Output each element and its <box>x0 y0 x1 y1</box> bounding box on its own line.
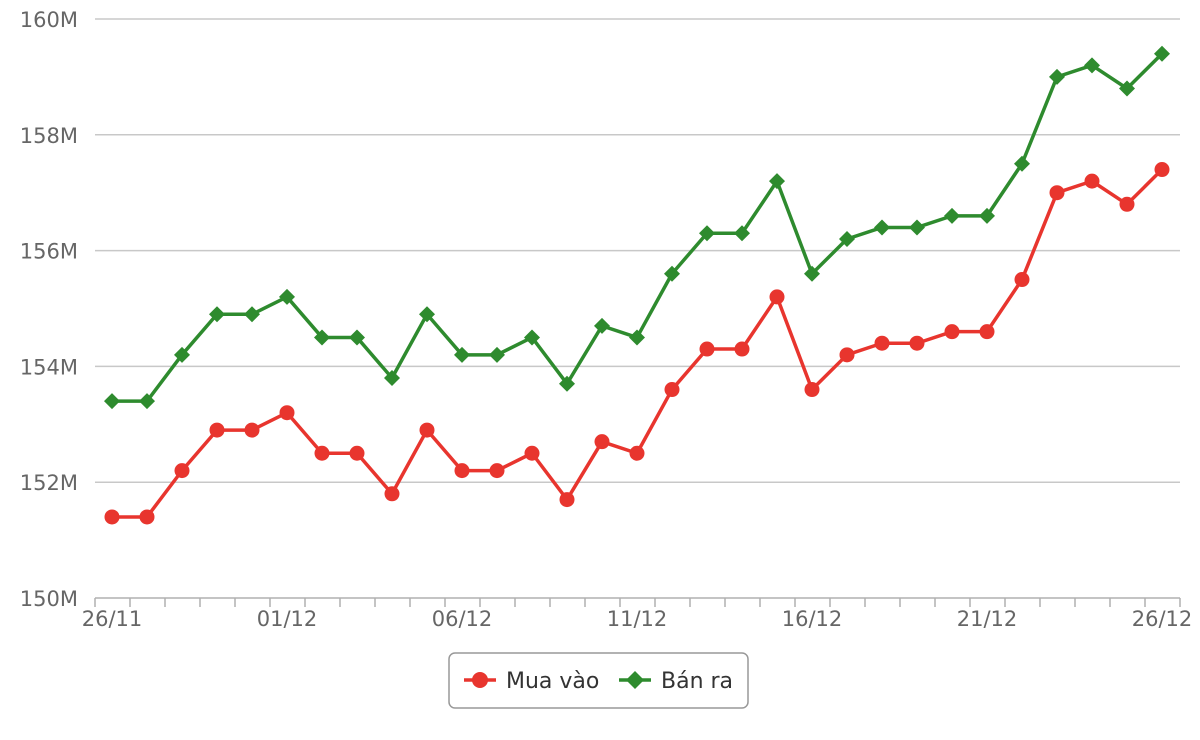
data-point[interactable] <box>664 265 680 282</box>
y-tick-label: 154M <box>20 355 78 379</box>
x-tick-label: 06/12 <box>432 607 493 631</box>
data-point[interactable] <box>174 463 190 479</box>
data-point[interactable] <box>629 329 645 346</box>
data-point[interactable] <box>1154 45 1170 62</box>
data-point[interactable] <box>489 463 505 479</box>
data-point[interactable] <box>454 463 470 479</box>
data-point[interactable] <box>104 509 120 525</box>
y-axis: 150M 152M 154M 156M 158M 160M <box>20 8 78 611</box>
data-point[interactable] <box>699 341 715 357</box>
data-point[interactable] <box>419 422 435 438</box>
data-point[interactable] <box>839 347 855 363</box>
data-point[interactable] <box>1084 173 1100 189</box>
series-line <box>112 52 1164 403</box>
data-point[interactable] <box>279 405 295 421</box>
x-axis: 26/11 01/12 06/12 11/12 16/12 21/12 26/12 <box>82 597 1193 631</box>
data-point[interactable] <box>349 329 365 346</box>
y-tick-label: 156M <box>20 240 78 264</box>
data-point[interactable] <box>489 346 505 363</box>
x-tick-label: 01/12 <box>257 607 318 631</box>
data-point[interactable] <box>1119 80 1135 97</box>
data-point[interactable] <box>384 486 400 502</box>
data-point[interactable] <box>874 335 890 351</box>
data-point[interactable] <box>804 382 820 398</box>
legend-item-mua-vao[interactable]: Mua vào <box>464 669 599 694</box>
data-point[interactable] <box>769 173 785 190</box>
legend[interactable]: Mua vào Bán ra <box>448 652 749 709</box>
x-tick-label: 11/12 <box>607 607 668 631</box>
data-point[interactable] <box>314 329 330 346</box>
legend-label: Bán ra <box>661 669 733 694</box>
data-point[interactable] <box>734 225 750 242</box>
data-point[interactable] <box>139 509 155 525</box>
data-point[interactable] <box>1119 196 1135 212</box>
data-point[interactable] <box>769 289 785 305</box>
data-point[interactable] <box>699 225 715 242</box>
series-mua-vao <box>104 162 1170 525</box>
x-tick-label: 21/12 <box>957 607 1018 631</box>
data-point[interactable] <box>279 288 295 305</box>
data-point[interactable] <box>1014 155 1030 172</box>
data-point[interactable] <box>174 346 190 363</box>
data-point[interactable] <box>524 329 540 346</box>
legend-item-ban-ra[interactable]: Bán ra <box>619 669 733 694</box>
y-tick-label: 150M <box>20 587 78 611</box>
data-point[interactable] <box>629 445 645 461</box>
x-tick-label: 16/12 <box>782 607 843 631</box>
data-point[interactable] <box>314 445 330 461</box>
y-tick-label: 158M <box>20 124 78 148</box>
y-tick-label: 152M <box>20 471 78 495</box>
data-point[interactable] <box>979 324 995 340</box>
data-point[interactable] <box>349 445 365 461</box>
data-point[interactable] <box>804 265 820 282</box>
data-point[interactable] <box>384 369 400 386</box>
data-point[interactable] <box>559 492 575 508</box>
data-point[interactable] <box>979 207 995 224</box>
data-point[interactable] <box>944 324 960 340</box>
data-point[interactable] <box>664 382 680 398</box>
data-point[interactable] <box>1154 162 1170 178</box>
data-point[interactable] <box>209 422 225 438</box>
data-point[interactable] <box>1084 57 1100 74</box>
data-point[interactable] <box>244 306 260 323</box>
legend-label: Mua vào <box>506 669 599 694</box>
data-point[interactable] <box>734 341 750 357</box>
data-point[interactable] <box>244 422 260 438</box>
legend-box <box>448 652 749 709</box>
x-tick-label: 26/11 <box>82 607 143 631</box>
data-point[interactable] <box>454 346 470 363</box>
data-point[interactable] <box>944 207 960 224</box>
data-point[interactable] <box>874 219 890 236</box>
data-point[interactable] <box>1049 185 1065 201</box>
data-point[interactable] <box>1049 68 1065 85</box>
x-tick-label: 26/12 <box>1132 607 1193 631</box>
data-point[interactable] <box>419 306 435 323</box>
data-point[interactable] <box>1014 272 1030 288</box>
grid-layer <box>95 18 1180 483</box>
legend-circle-icon <box>472 672 488 688</box>
data-point[interactable] <box>839 231 855 248</box>
series-layer <box>104 45 1170 525</box>
data-point[interactable] <box>909 219 925 236</box>
legend-diamond-icon <box>626 671 644 689</box>
data-point[interactable] <box>594 317 610 334</box>
data-point[interactable] <box>909 335 925 351</box>
data-point[interactable] <box>559 375 575 392</box>
y-tick-label: 160M <box>20 8 78 32</box>
series-ban-ra <box>104 45 1170 410</box>
data-point[interactable] <box>594 434 610 450</box>
data-point[interactable] <box>209 306 225 323</box>
data-point[interactable] <box>139 393 155 410</box>
data-point[interactable] <box>524 445 540 461</box>
data-point[interactable] <box>104 393 120 410</box>
